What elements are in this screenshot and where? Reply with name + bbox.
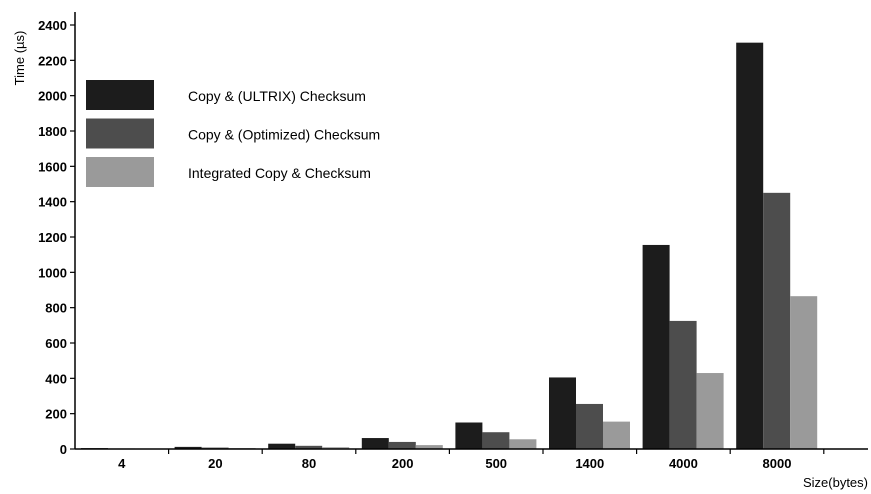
bar-copy-ultrix-checksum-20 — [174, 446, 202, 449]
bar-copy-optimized-checksum-80 — [295, 445, 323, 449]
y-tick-label-1600: 1600 — [38, 159, 67, 174]
bar-copy-ultrix-checksum-4000 — [642, 244, 670, 449]
bar-integrated-copy-checksum-4000 — [696, 373, 724, 449]
bar-copy-optimized-checksum-1400 — [576, 403, 603, 449]
bar-copy-ultrix-checksum-200 — [361, 438, 389, 449]
legend-swatch-2 — [86, 118, 154, 149]
y-tick-label-2400: 2400 — [38, 18, 67, 33]
bar-copy-ultrix-checksum-1400 — [549, 377, 576, 449]
y-tick-label-1800: 1800 — [38, 124, 67, 139]
legend: Copy & (ULTRIX) Checksum Copy & (Optimize… — [86, 80, 380, 187]
y-tick-label-400: 400 — [45, 371, 67, 386]
bar-copy-ultrix-checksum-80 — [268, 443, 296, 449]
bar-integrated-copy-checksum-500 — [509, 439, 537, 449]
bar-integrated-copy-checksum-200 — [415, 445, 443, 449]
y-tick-label-0: 0 — [60, 442, 67, 457]
bar-integrated-copy-checksum-1400 — [603, 421, 630, 449]
y-tick-label-1200: 1200 — [38, 230, 67, 245]
x-tick-label-8000: 8000 — [763, 456, 792, 471]
bar-copy-ultrix-checksum-500 — [455, 422, 483, 449]
y-tick-label-1000: 1000 — [38, 265, 67, 280]
bar-copy-optimized-checksum-500 — [482, 432, 510, 449]
bar-copy-optimized-checksum-200 — [388, 441, 416, 449]
y-tick-label-200: 200 — [45, 407, 67, 422]
legend-label-2: Copy & (Optimized) Checksum — [188, 127, 380, 143]
x-tick-label-20: 20 — [208, 456, 222, 471]
legend-swatch-3 — [86, 157, 154, 187]
y-tick-label-1400: 1400 — [38, 195, 67, 210]
x-tick-label-1400: 1400 — [575, 456, 604, 471]
legend-label-1: Copy & (ULTRIX) Checksum — [188, 88, 366, 104]
bar-copy-optimized-checksum-8000 — [763, 192, 791, 450]
bar-copy-optimized-checksum-4000 — [669, 320, 697, 449]
x-tick-label-80: 80 — [302, 456, 316, 471]
y-tick-label-800: 800 — [45, 301, 67, 316]
axes-group: 0 200 400 600 800 1000 1200 1400 1600 1800 2000 220… — [38, 12, 868, 471]
legend-swatch-1 — [86, 80, 154, 110]
x-tick-label-4000: 4000 — [669, 456, 698, 471]
y-tick-label-2000: 2000 — [38, 89, 67, 104]
bars-group — [81, 42, 818, 450]
bar-integrated-copy-checksum-8000 — [790, 296, 818, 449]
bar-integrated-copy-checksum-80 — [322, 447, 350, 449]
x-tick-label-4: 4 — [118, 456, 126, 471]
x-tick-label-500: 500 — [485, 456, 507, 471]
y-tick-label-600: 600 — [45, 336, 67, 351]
legend-label-3: Integrated Copy & Checksum — [188, 165, 371, 181]
bar-copy-ultrix-checksum-8000 — [736, 42, 764, 450]
y-tick-label-2200: 2200 — [38, 53, 67, 68]
x-axis-title: Size(bytes) — [803, 475, 868, 490]
y-axis-title: Time (µs) — [12, 31, 27, 86]
x-tick-label-200: 200 — [392, 456, 414, 471]
